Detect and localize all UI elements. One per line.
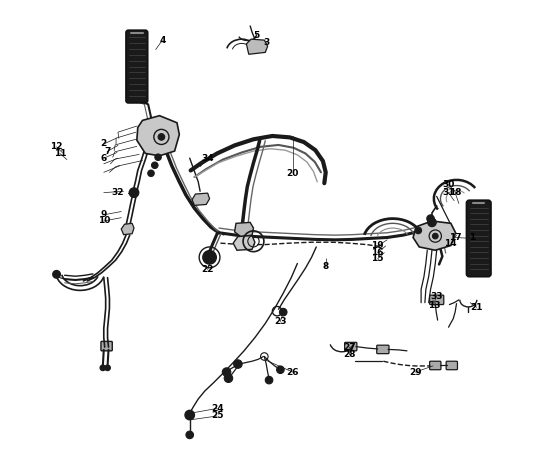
Polygon shape (233, 236, 255, 250)
Polygon shape (246, 39, 268, 54)
FancyBboxPatch shape (467, 200, 491, 277)
Circle shape (276, 366, 284, 373)
Text: 8: 8 (322, 262, 329, 271)
Text: 2: 2 (100, 140, 107, 149)
Polygon shape (413, 221, 456, 250)
Text: 1: 1 (469, 233, 475, 242)
Text: 24: 24 (211, 404, 224, 413)
Text: 22: 22 (201, 265, 214, 274)
Circle shape (222, 368, 231, 376)
Polygon shape (137, 116, 179, 156)
Circle shape (158, 133, 165, 140)
Circle shape (428, 218, 436, 227)
Circle shape (427, 215, 434, 222)
Text: 11: 11 (53, 149, 66, 158)
Circle shape (265, 376, 273, 384)
Text: 6: 6 (100, 154, 107, 162)
Circle shape (53, 271, 60, 278)
Circle shape (186, 431, 193, 439)
Text: 13: 13 (428, 302, 441, 311)
Text: 14: 14 (444, 238, 457, 247)
FancyBboxPatch shape (345, 342, 357, 351)
Text: 34: 34 (201, 154, 214, 162)
Text: 10: 10 (98, 217, 110, 226)
Text: 23: 23 (274, 317, 287, 326)
Circle shape (234, 360, 242, 368)
Polygon shape (234, 222, 253, 237)
FancyBboxPatch shape (446, 361, 457, 370)
Polygon shape (122, 223, 134, 235)
Circle shape (203, 251, 216, 264)
FancyBboxPatch shape (430, 361, 441, 370)
Text: 4: 4 (159, 36, 166, 45)
Text: 19: 19 (372, 241, 384, 250)
Text: 15: 15 (372, 254, 384, 263)
Circle shape (129, 188, 139, 197)
Text: 9: 9 (100, 210, 107, 219)
Text: 25: 25 (211, 411, 224, 420)
Circle shape (185, 410, 194, 420)
Text: 28: 28 (343, 350, 355, 359)
Text: 20: 20 (287, 169, 299, 178)
FancyBboxPatch shape (430, 295, 444, 304)
Circle shape (100, 365, 106, 370)
Text: 31: 31 (442, 188, 455, 197)
Circle shape (224, 374, 233, 382)
FancyBboxPatch shape (101, 342, 112, 351)
Circle shape (279, 308, 287, 316)
Text: 5: 5 (254, 31, 260, 40)
FancyBboxPatch shape (126, 30, 148, 103)
Text: 21: 21 (470, 303, 483, 312)
Text: 3: 3 (263, 38, 269, 48)
Circle shape (415, 227, 422, 234)
Polygon shape (192, 193, 210, 205)
Text: 32: 32 (112, 188, 124, 197)
Text: 26: 26 (286, 368, 299, 377)
Circle shape (433, 233, 438, 239)
Circle shape (152, 162, 158, 169)
Text: 17: 17 (449, 233, 461, 242)
Text: 16: 16 (372, 248, 384, 257)
Text: 18: 18 (449, 188, 461, 197)
Circle shape (155, 154, 161, 161)
Text: 12: 12 (50, 142, 63, 152)
Text: 29: 29 (409, 368, 422, 377)
Text: 27: 27 (343, 342, 356, 352)
FancyBboxPatch shape (377, 345, 389, 354)
Text: 33: 33 (430, 292, 442, 301)
Circle shape (105, 365, 110, 370)
Text: 30: 30 (442, 180, 455, 189)
Text: 7: 7 (104, 147, 110, 156)
Circle shape (148, 170, 154, 177)
